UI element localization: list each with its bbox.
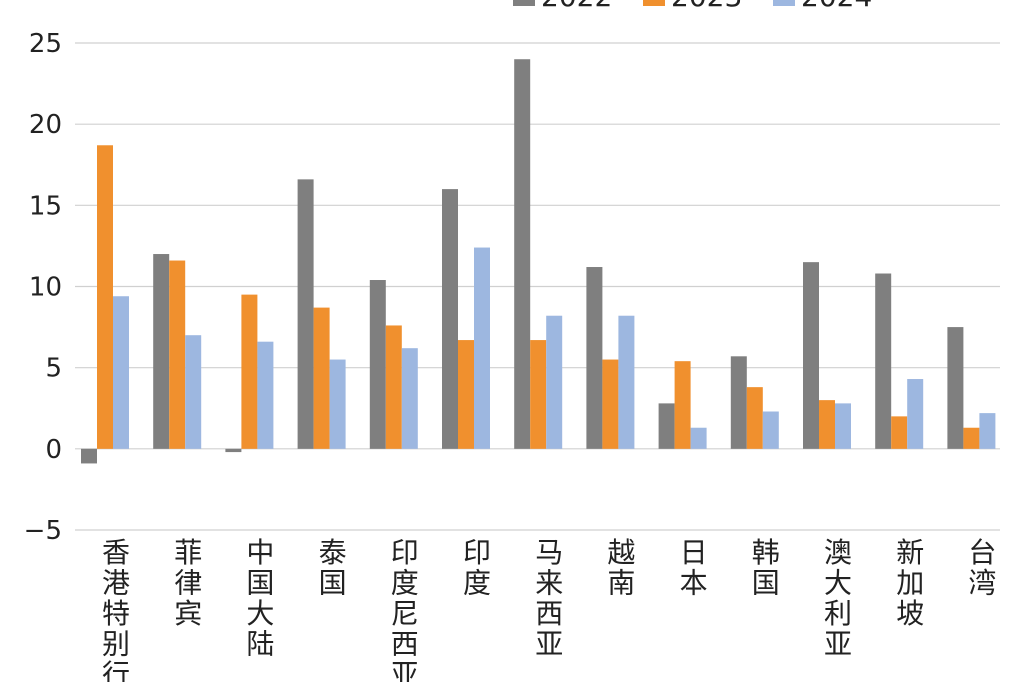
bar-2022 [442,189,458,449]
bar-2024 [546,315,563,449]
bar-group [875,273,924,449]
bar-2024 [401,348,418,449]
bar-2023 [97,145,113,449]
bar-2023 [819,400,835,449]
bar-2024 [618,315,635,449]
bar-2023 [458,340,474,449]
bar-2024 [762,411,779,449]
bar-2022 [153,254,170,449]
x-category-label: 澳大利亚 [824,536,852,661]
x-category-label: 越南 [607,536,635,600]
bar-group [297,179,346,449]
chart-legend: 2022 2023 2024 [513,0,872,13]
bar-2024 [907,379,924,449]
bar-2024 [185,335,202,449]
bar-2023 [746,387,763,449]
x-category-label: 马来西亚 [535,536,563,661]
x-category-label: 日本 [680,536,708,600]
y-tick-label: 5 [45,354,62,384]
x-category-label: 菲律宾 [174,536,202,630]
y-tick-label: 25 [29,29,62,59]
bar-2022 [730,356,747,449]
bar-group [514,59,563,449]
bar-2024 [474,247,490,449]
bar-2022 [658,403,675,449]
bar-2022 [297,179,314,449]
x-category-label: 印度尼西亚 [391,536,419,682]
bar-group [586,267,635,449]
bar-2022 [514,59,531,449]
legend-swatch [643,0,665,6]
bar-2022 [947,327,964,449]
bar-group [947,327,996,449]
bar-group [225,294,274,453]
x-category-label: 香港特别行 [102,536,130,682]
x-category-label: 泰国 [319,536,347,600]
legend-label: 2023 [671,0,742,13]
bar-2023 [530,340,547,449]
x-category-label: 新加坡 [896,536,924,630]
grid-lines [75,42,1000,531]
y-axis-ticks: 25 20 15 10 5 0 −5 [24,29,62,546]
bar-2024 [979,413,996,449]
y-tick-label: 0 [45,435,62,465]
bar-2024 [835,403,851,449]
bar-group [803,262,851,449]
bar-2023 [313,307,330,449]
bar-group [81,145,129,464]
bar-2023 [891,416,908,449]
bar-2023 [602,359,619,449]
bar-2024 [690,427,707,449]
bar-2022 [81,448,97,464]
legend-swatch [773,0,795,6]
bar-2022 [369,280,386,449]
bar-2024 [257,341,274,449]
legend-item: 2023 [643,0,742,13]
y-tick-label: 15 [29,191,62,221]
bar-2023 [674,361,691,449]
x-category-label: 韩国 [752,536,780,600]
bar-group [730,356,779,449]
bar-2023 [963,427,980,449]
bar-group [442,189,490,449]
x-category-label: 印度 [463,536,491,600]
x-category-label: 台湾 [968,536,996,600]
bar-2024 [113,296,129,449]
bar-2024 [329,359,346,449]
bar-2023 [169,260,186,449]
legend-label: 2022 [541,0,612,13]
bar-groups [81,59,996,464]
legend-label: 2024 [801,0,872,13]
legend-item: 2024 [773,0,872,13]
bar-2022 [875,273,892,449]
bar-2023 [385,325,402,449]
bar-2022 [225,448,242,453]
bar-2023 [241,294,258,449]
y-tick-label: 10 [29,273,62,303]
bar-2022 [586,267,603,449]
bar-group [658,361,707,449]
bar-group [369,280,418,449]
y-tick-label: 20 [29,110,62,140]
bar-2022 [803,262,819,449]
legend-item: 2022 [513,0,612,13]
y-tick-label: −5 [24,516,62,546]
bar-group [153,254,202,449]
x-category-label: 中国大陆 [246,536,274,661]
legend-swatch [513,0,535,6]
